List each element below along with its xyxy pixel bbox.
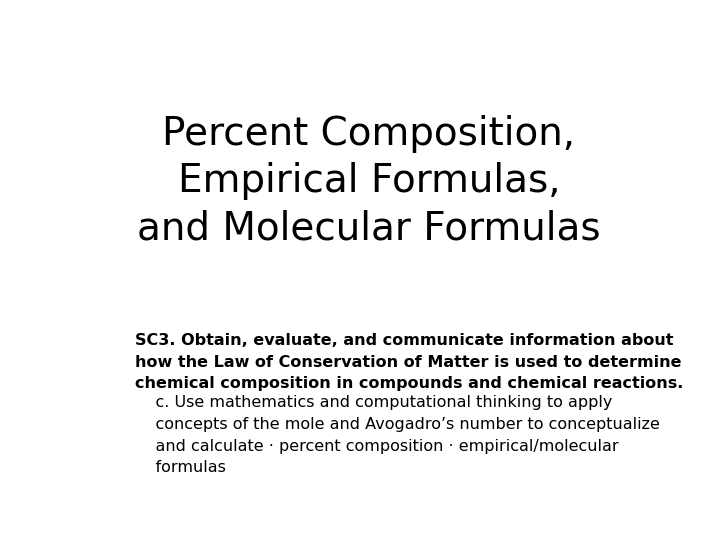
Text: chemical composition in compounds and chemical reactions.: chemical composition in compounds and ch…	[135, 376, 683, 392]
Text: concepts of the mole and Avogadro’s number to conceptualize: concepts of the mole and Avogadro’s numb…	[135, 417, 660, 432]
Text: Percent Composition,
Empirical Formulas,
and Molecular Formulas: Percent Composition, Empirical Formulas,…	[138, 115, 600, 247]
Text: SC3. Obtain, evaluate, and communicate information about: SC3. Obtain, evaluate, and communicate i…	[135, 333, 673, 348]
Text: and calculate · percent composition · empirical/molecular: and calculate · percent composition · em…	[135, 438, 618, 454]
Text: c. Use mathematics and computational thinking to apply: c. Use mathematics and computational thi…	[135, 395, 612, 410]
Text: how the Law of Conservation of Matter is used to determine: how the Law of Conservation of Matter is…	[135, 355, 681, 369]
Text: formulas: formulas	[135, 460, 225, 475]
